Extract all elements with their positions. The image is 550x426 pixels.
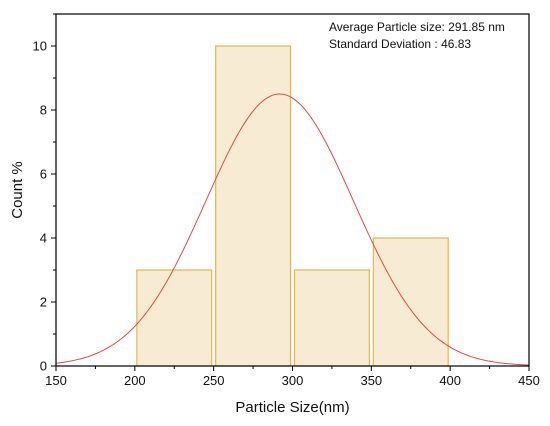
x-axis-label: Particle Size(nm) xyxy=(235,399,349,416)
annotation-average-size: Average Particle size: 291.85 nm xyxy=(329,20,505,34)
y-tick-label: 6 xyxy=(40,167,47,182)
bars-group xyxy=(136,45,449,367)
x-tick-label: 250 xyxy=(203,373,225,388)
bar-250-300 xyxy=(215,45,292,367)
y-tick-label: 2 xyxy=(40,295,47,310)
bar-200-250 xyxy=(136,269,213,367)
annotation-std-dev: Standard Deviation : 46.83 xyxy=(329,37,471,51)
x-tick-label: 200 xyxy=(124,373,146,388)
y-axis-label: Count % xyxy=(9,161,26,219)
y-axis-ticks: 0 2 4 6 8 10 xyxy=(33,13,56,374)
plot-frame xyxy=(55,13,530,367)
bar-350-400 xyxy=(372,237,449,367)
y-tick-label: 10 xyxy=(33,39,47,54)
x-axis-ticks: 150 200 250 300 350 400 450 xyxy=(45,366,540,388)
bar-300-350 xyxy=(293,269,370,367)
x-tick-label: 350 xyxy=(360,373,382,388)
x-tick-label: 150 xyxy=(45,373,67,388)
x-tick-label: 400 xyxy=(439,373,461,388)
normal-fit-curve xyxy=(55,93,530,366)
y-tick-label: 4 xyxy=(40,231,47,246)
x-tick-label: 450 xyxy=(518,373,540,388)
y-tick-label: 8 xyxy=(40,103,47,118)
y-tick-label: 0 xyxy=(40,359,47,374)
x-tick-label: 300 xyxy=(282,373,304,388)
